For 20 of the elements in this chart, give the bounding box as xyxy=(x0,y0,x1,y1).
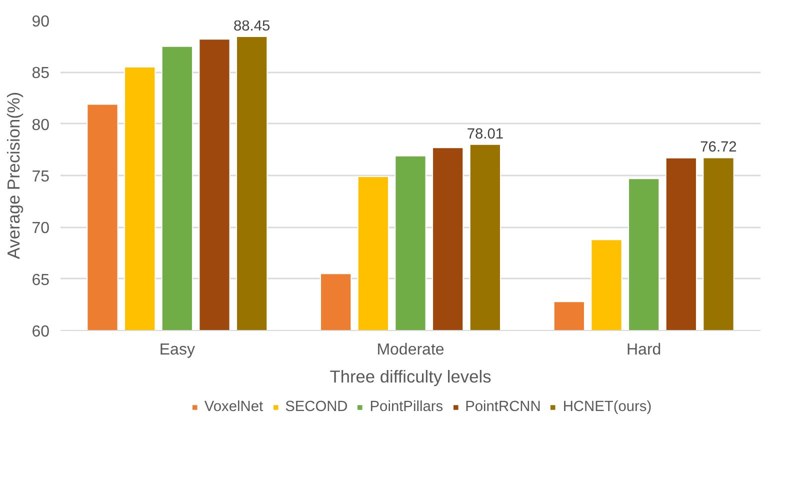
y-tick-label: 75 xyxy=(32,168,50,186)
y-tick-label: 60 xyxy=(32,324,50,340)
y-tick-label: 85 xyxy=(32,65,50,82)
y-tick-label: 80 xyxy=(32,116,50,134)
data-label: 76.72 xyxy=(700,140,737,156)
data-label: 88.45 xyxy=(233,18,270,35)
data-label: 78.01 xyxy=(466,126,504,142)
y-tick-label: 70 xyxy=(32,220,50,238)
y-axis-title: Average Precision(%) xyxy=(4,92,24,260)
legend-label: PointRCNN xyxy=(465,399,541,415)
y-tick-label: 90 xyxy=(32,14,50,30)
x-tick-label: Hard xyxy=(626,342,662,358)
x-tick-label: Moderate xyxy=(376,342,444,358)
legend-label: HCNET(ours) xyxy=(562,399,652,415)
legend-label: SECOND xyxy=(285,399,348,415)
x-axis-title: Three difficulty levels xyxy=(330,366,492,386)
x-tick-label: Easy xyxy=(159,342,195,358)
y-tick-label: 65 xyxy=(32,272,50,289)
legend-label: PointPillars xyxy=(370,399,444,415)
legend-label: VoxelNet xyxy=(204,399,264,415)
